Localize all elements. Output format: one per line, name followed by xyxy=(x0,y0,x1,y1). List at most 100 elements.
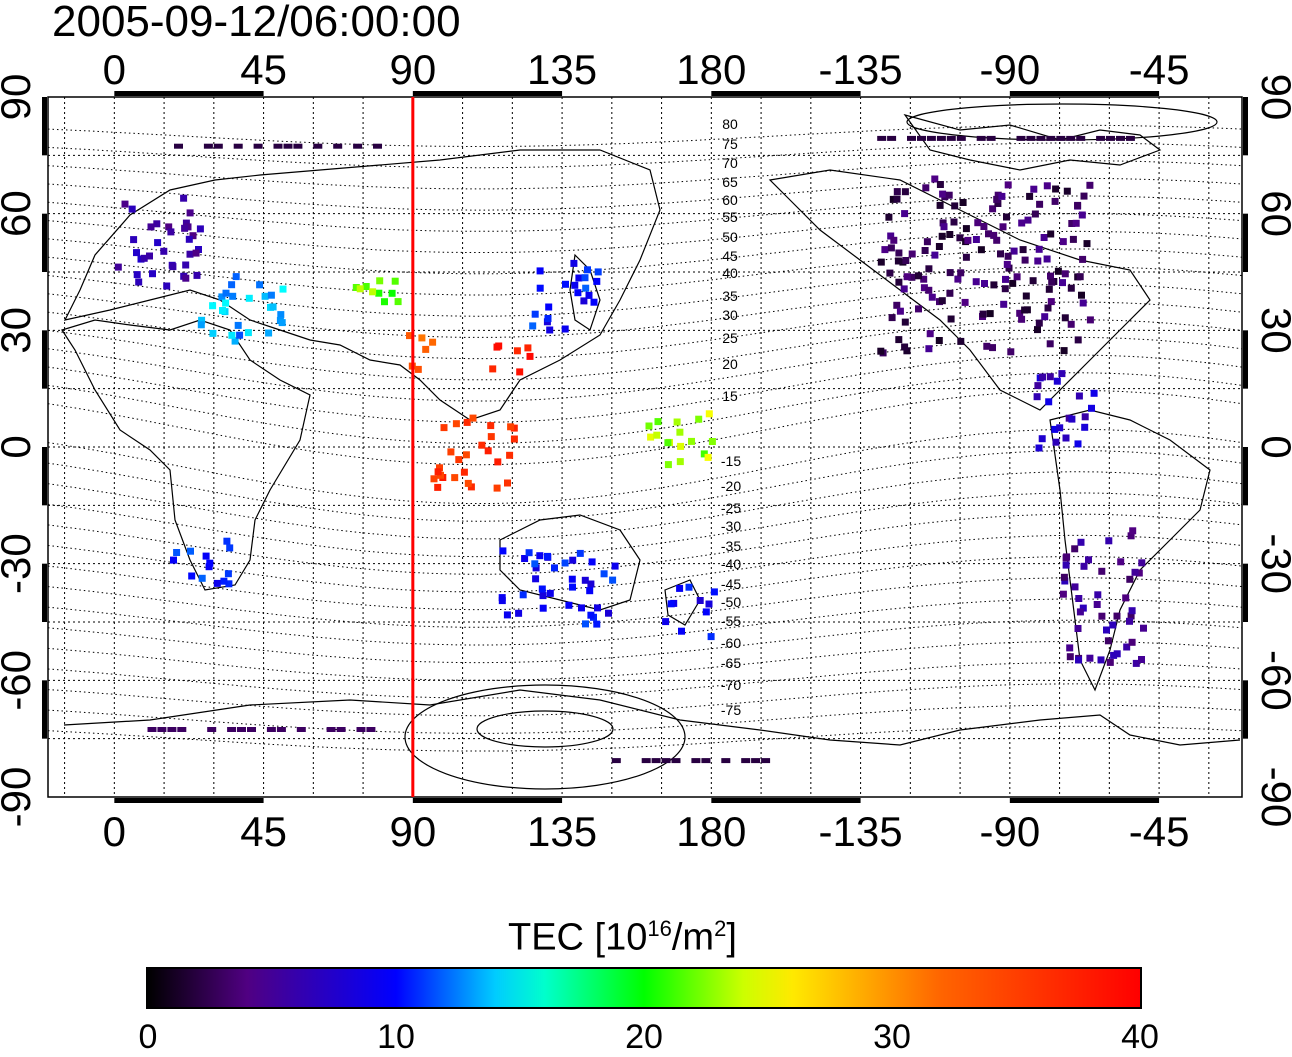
lat-tick-label-right: -90 xyxy=(1253,767,1292,828)
tec-cell xyxy=(1071,583,1079,591)
tec-cell xyxy=(877,135,887,141)
tec-cell xyxy=(985,230,992,238)
tec-cell xyxy=(586,587,594,595)
tec-cell xyxy=(593,277,601,285)
mlat-contour xyxy=(47,471,1243,540)
timestamp-title: 2005-09-12/06:00:00 xyxy=(52,0,461,46)
tec-cell xyxy=(983,342,991,350)
tec-cell xyxy=(506,451,514,459)
tec-cell xyxy=(333,143,343,149)
mlat-label-south: -60 xyxy=(721,635,741,651)
tec-cell xyxy=(964,236,972,244)
tec-cell xyxy=(1138,656,1145,663)
tec-cell xyxy=(886,269,894,277)
tec-cell xyxy=(922,184,930,192)
tec-cell xyxy=(907,135,916,141)
tec-cell xyxy=(999,223,1007,231)
tec-cell xyxy=(244,329,252,337)
tec-cell xyxy=(962,225,970,233)
tec-cell xyxy=(986,310,994,318)
tec-cell xyxy=(584,266,591,274)
tec-cell xyxy=(691,758,701,764)
tec-cell xyxy=(538,585,546,593)
mlat-label-north: 15 xyxy=(722,388,738,404)
tec-cell xyxy=(163,282,171,290)
tec-cell xyxy=(1054,267,1062,275)
tec-cell xyxy=(1110,651,1118,659)
tec-cell xyxy=(885,213,893,221)
frame-segment-right xyxy=(1243,330,1248,389)
tec-cell xyxy=(900,285,908,293)
lon-tick-label-top: -135 xyxy=(819,46,903,93)
tec-cell xyxy=(976,135,986,141)
tec-cell xyxy=(890,236,898,244)
tec-cell xyxy=(293,143,303,149)
mlat-contour xyxy=(47,598,1243,646)
tec-cell xyxy=(222,289,230,297)
mlat-label-north: 40 xyxy=(722,265,738,281)
tec-cell xyxy=(925,265,933,273)
tec-cell xyxy=(1106,135,1115,141)
tec-cell xyxy=(489,365,497,373)
tec-cell xyxy=(1080,562,1088,570)
tec-cell xyxy=(994,200,1002,207)
mlat-label-south: -70 xyxy=(721,677,741,693)
tec-cell xyxy=(1051,197,1059,205)
tec-cell xyxy=(1106,658,1114,666)
tec-cell xyxy=(959,199,967,206)
tec-cell xyxy=(1086,654,1094,662)
tec-cell xyxy=(167,228,175,236)
tec-cell xyxy=(1104,637,1112,645)
tec-cell xyxy=(185,235,193,243)
tec-cell xyxy=(1062,561,1070,569)
tec-cell xyxy=(1056,424,1064,432)
mlat-label-north: 45 xyxy=(722,248,738,264)
frame-segment-top xyxy=(711,91,861,96)
tec-cell xyxy=(1053,377,1061,385)
tec-cell xyxy=(1043,182,1051,190)
mlat-label-north: 25 xyxy=(722,330,738,346)
tec-cell xyxy=(926,135,936,141)
tec-cell xyxy=(180,194,188,202)
tec-cell xyxy=(889,195,897,203)
tec-cell xyxy=(147,223,155,231)
frame-segment-left xyxy=(42,563,47,622)
tec-cell xyxy=(1081,423,1089,431)
tec-cell xyxy=(1061,577,1069,585)
tec-cell xyxy=(1036,135,1046,141)
tec-cell xyxy=(114,263,122,271)
tec-cell xyxy=(1052,438,1060,446)
tec-cell xyxy=(653,431,661,439)
tec-cell xyxy=(167,727,177,732)
tec-cell xyxy=(1029,277,1037,285)
mlat-contour xyxy=(47,283,1243,338)
tec-cell xyxy=(1131,568,1139,576)
tec-cell xyxy=(206,559,214,567)
tec-cell xyxy=(1005,264,1013,272)
tec-cell xyxy=(561,325,569,333)
tec-cell xyxy=(578,604,585,612)
tec-cell xyxy=(741,758,751,764)
tec-cell xyxy=(896,307,904,315)
tec-cell xyxy=(245,294,253,302)
tec-cell xyxy=(539,592,547,600)
tec-cell xyxy=(1016,309,1024,317)
tec-cell xyxy=(1127,612,1135,620)
mlat-label-north: 70 xyxy=(722,155,738,171)
tec-cell xyxy=(203,143,213,149)
mlat-contour xyxy=(47,142,1243,169)
frame-segment-right xyxy=(1243,563,1248,622)
tec-cell xyxy=(957,337,965,345)
tec-cell xyxy=(568,575,576,583)
tec-cell xyxy=(1083,240,1091,248)
tec-cell xyxy=(478,441,486,449)
tec-cell xyxy=(920,275,928,283)
tec-cell xyxy=(574,289,582,297)
magnetic-latitude-contours xyxy=(47,103,1243,790)
tec-cell xyxy=(590,298,598,306)
tec-cell xyxy=(1058,370,1066,378)
tec-cell xyxy=(524,344,532,352)
tec-cell xyxy=(140,254,148,262)
tec-cell xyxy=(1046,373,1054,381)
tec-cell xyxy=(561,559,569,567)
